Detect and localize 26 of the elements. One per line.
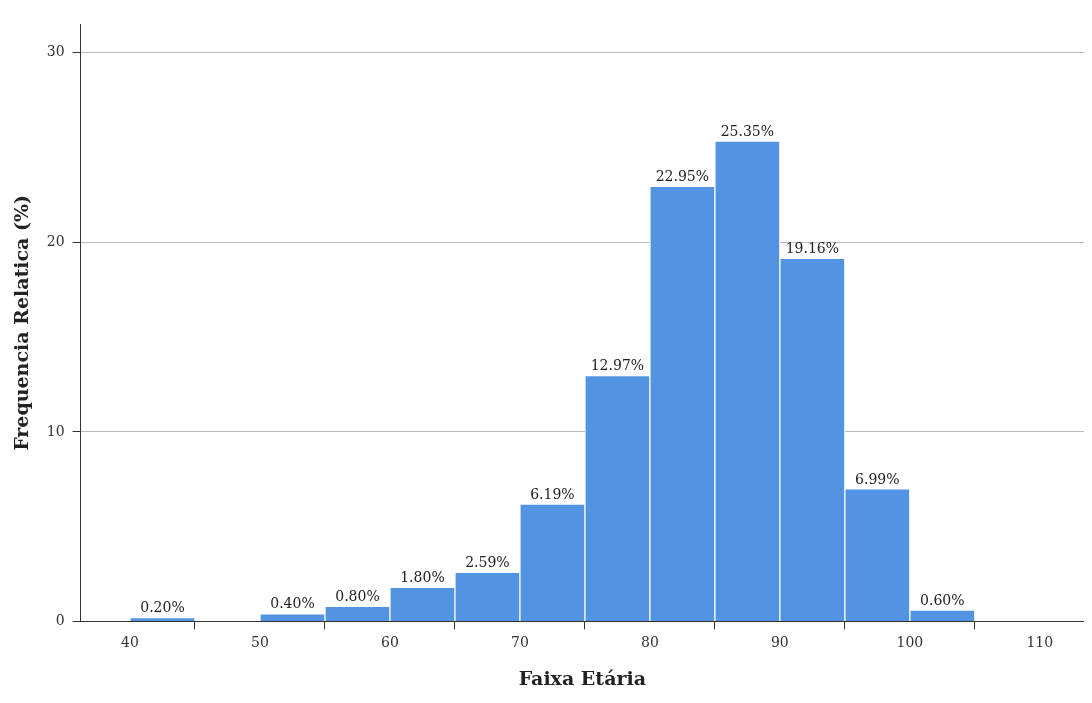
x-tick-label: 100 [896,634,924,651]
x-axis-title: Faixa Etária [518,666,646,689]
x-tick-label: 70 [511,634,529,651]
x-tick-label: 90 [770,634,789,651]
data-label: 0.80% [335,587,380,604]
data-label: 25.35% [720,122,775,139]
y-tick-label: 0 [55,612,65,629]
y-tick-label: 20 [46,232,65,249]
x-tick-label: 40 [121,634,139,651]
data-label: 22.95% [655,168,710,185]
x-tick-label: 60 [381,634,399,651]
x-tick-label: 80 [640,634,659,651]
data-label: 12.97% [590,357,645,374]
data-label: 6.99% [855,470,900,487]
y-tick-label: 10 [46,422,65,439]
data-label: 6.19% [530,485,575,502]
y-tick-label: 30 [46,43,65,60]
data-label: 2.59% [465,553,510,570]
data-label: 0.60% [920,591,965,608]
data-label: 0.40% [270,595,315,612]
y-axis-title: Frequencia Relatica (%) [10,194,33,451]
x-tick-label: 50 [251,634,269,651]
data-label: 19.16% [785,239,840,256]
data-label: 1.80% [400,568,445,585]
data-label: 0.20% [140,599,185,616]
x-tick-label: 110 [1026,634,1054,651]
